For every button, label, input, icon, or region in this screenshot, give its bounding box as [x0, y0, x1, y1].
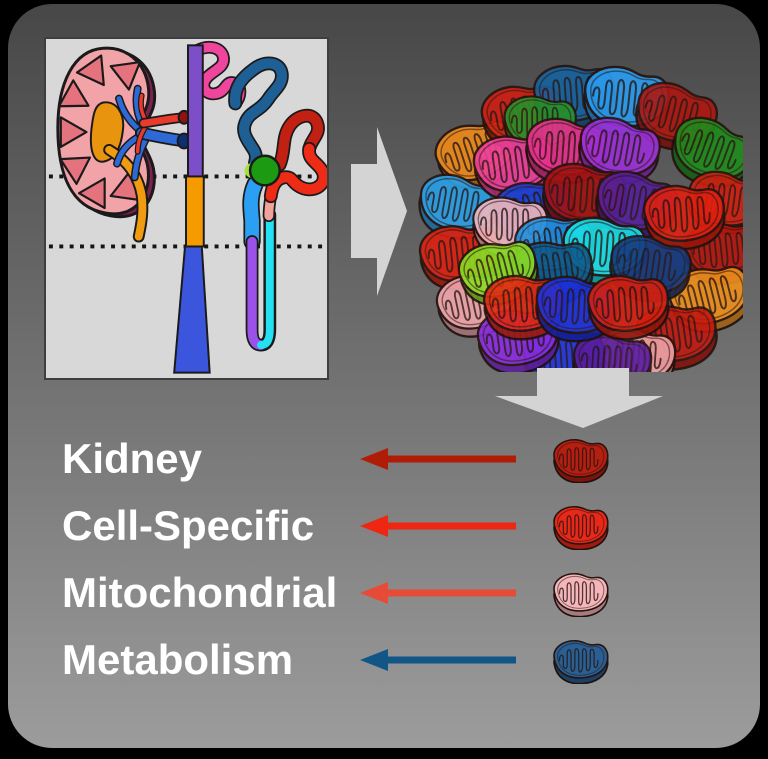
- board: Kidney Cell-Specific Mitochondrial Metaboli…: [8, 4, 760, 748]
- collecting-duct: [173, 44, 211, 374]
- legend-row: Metabolism: [8, 635, 760, 685]
- kidney-nephron-panel: [44, 37, 329, 380]
- mitochondrion-icon: [553, 572, 609, 617]
- left-arrow: [360, 448, 516, 470]
- kidney-illustration: [56, 46, 192, 243]
- loop-thin-cyan: [256, 210, 274, 349]
- ureter: [103, 143, 149, 243]
- left-arrow: [360, 582, 516, 604]
- kidney-nephron-illustration: [48, 40, 327, 374]
- mitochondrion-icon: [553, 639, 609, 684]
- legend-label: Mitochondrial: [62, 569, 338, 616]
- glomerulus: [248, 154, 281, 187]
- legend-row: Mitochondrial: [8, 568, 760, 618]
- thick-ascending-limb: [229, 58, 288, 168]
- legend-label: Metabolism: [62, 636, 294, 683]
- collecting-duct-inner-medulla: [173, 245, 211, 374]
- left-arrow: [360, 649, 516, 671]
- proximal-tubule-dark: [274, 110, 324, 170]
- nephron-illustration: [189, 40, 327, 352]
- legend-row: Cell-Specific: [8, 501, 760, 551]
- legend: Kidney Cell-Specific Mitochondrial Metaboli…: [8, 4, 760, 748]
- right-flow-arrow: [351, 127, 407, 296]
- legend-row: Kidney: [8, 434, 760, 484]
- mitochondrion-icon: [553, 505, 609, 550]
- legend-label: Kidney: [62, 435, 203, 482]
- legend-label: Cell-Specific: [62, 502, 315, 549]
- descending-limb: [244, 177, 262, 249]
- down-flow-arrow: [495, 368, 663, 428]
- left-arrow: [360, 515, 516, 537]
- mitochondrion-icon: [553, 438, 609, 483]
